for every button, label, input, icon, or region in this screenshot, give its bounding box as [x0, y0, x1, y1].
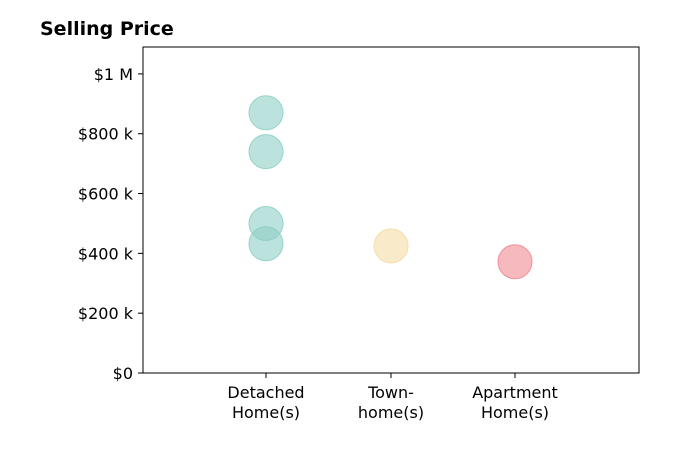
y-tick-label: $0: [113, 364, 133, 383]
data-point: [373, 228, 409, 264]
y-tick-label: $800 k: [78, 125, 134, 144]
plot-marks: [248, 95, 533, 280]
data-point: [248, 226, 284, 262]
y-tick-label: $400 k: [78, 244, 134, 263]
y-tick-label: $600 k: [78, 185, 134, 204]
data-point: [497, 244, 533, 280]
x-tick-label: Town-home(s): [358, 383, 424, 422]
x-tick-label: Apartment Home(s): [472, 383, 558, 422]
data-point: [248, 95, 284, 131]
y-tick-label: $1 M: [94, 65, 133, 84]
y-axis: $0 $200 k $400 k $600 k $800 k $1 M: [78, 65, 143, 383]
plot-frame: [142, 46, 640, 374]
x-axis: Detached Home(s) Town-home(s) Apartment Home…: [227, 373, 558, 422]
x-tick-label: Detached Home(s): [227, 383, 304, 422]
data-point: [248, 134, 284, 170]
y-tick-label: $200 k: [78, 304, 134, 323]
chart-title: Selling Price: [40, 18, 174, 40]
